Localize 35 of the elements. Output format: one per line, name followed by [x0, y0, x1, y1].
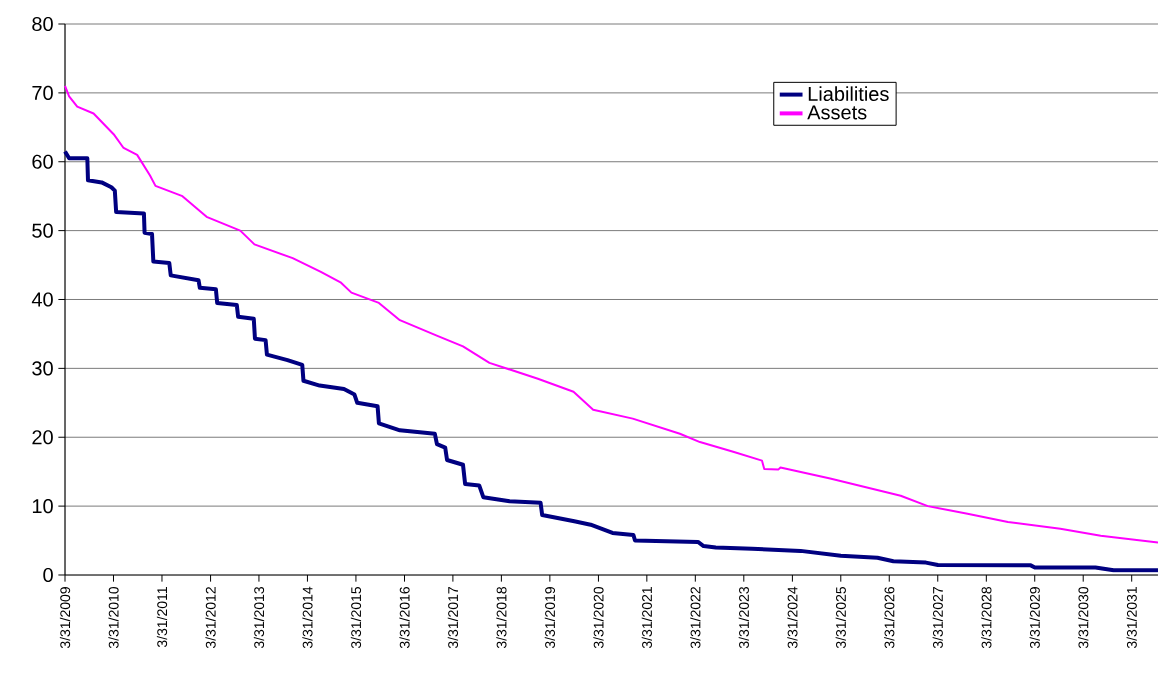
x-tick-label: 3/31/2031	[1126, 587, 1137, 649]
x-tick-label: 3/31/2024	[787, 586, 798, 649]
y-tick-label: 50	[32, 223, 53, 238]
x-tick-label: 3/31/2027	[932, 587, 943, 649]
x-tick-label: 3/31/2020	[593, 586, 604, 649]
y-tick-label: 70	[32, 85, 53, 100]
line-series	[64, 84, 1158, 544]
x-tick-label: 3/31/2018	[496, 586, 507, 649]
x-tick-label: 3/31/2030	[1078, 586, 1089, 649]
x-tick-label: 3/31/2014	[302, 586, 313, 649]
y-tick-label: 80	[32, 16, 53, 32]
y-tick-label: 60	[32, 154, 53, 169]
y-tick-label: 20	[32, 430, 53, 445]
y-tick-label: 30	[32, 361, 53, 376]
legend-label: Liabilities	[808, 86, 889, 102]
x-tick-label: 3/31/2009	[59, 587, 71, 649]
x-tick-label: 3/31/2022	[690, 587, 701, 649]
x-tick-label: 3/31/2023	[738, 586, 749, 649]
x-tick-label: 3/31/2010	[108, 586, 119, 649]
x-tick-label: 3/31/2012	[205, 587, 216, 649]
legend-label: Assets	[807, 105, 867, 120]
y-tick-label: 10	[32, 499, 53, 514]
x-tick-label: 3/31/2013	[253, 586, 265, 649]
x-tick-label: 3/31/2017	[447, 587, 459, 649]
x-tick-label: 3/31/2029	[1029, 587, 1040, 649]
x-tick-label: 3/31/2019	[544, 587, 556, 649]
x-tick-label: 3/31/2021	[641, 587, 652, 649]
x-tick-label: 3/31/2011	[156, 587, 168, 648]
y-tick-label: 40	[31, 292, 53, 307]
y-tick-label: 0	[43, 567, 53, 583]
x-tick-label: 3/31/2016	[399, 586, 410, 649]
x-tick-label: 3/31/2015	[350, 586, 362, 649]
x-tick-label: 3/31/2026	[884, 586, 895, 649]
x-tick-label: 3/31/2025	[835, 586, 846, 649]
x-tick-label: 3/31/2028	[981, 586, 992, 649]
